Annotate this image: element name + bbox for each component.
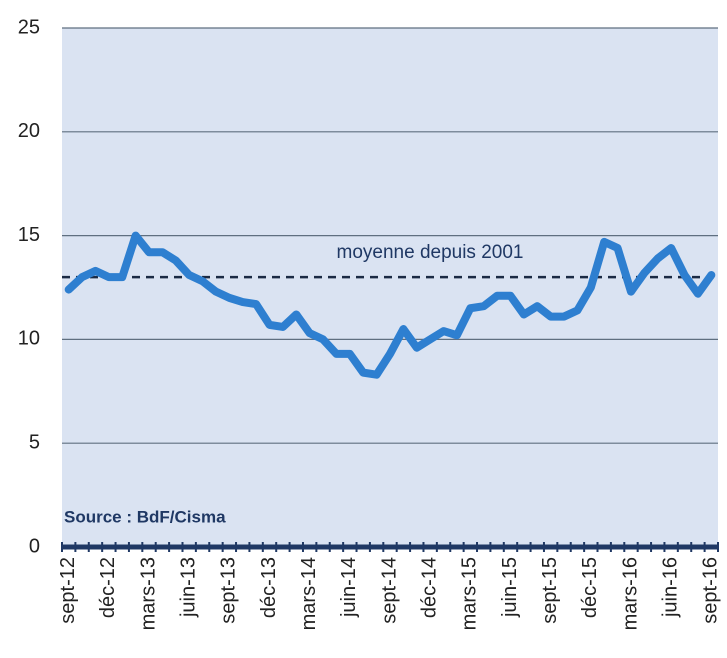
x-tick-label: mars-15 bbox=[459, 557, 481, 630]
y-tick-label: 25 bbox=[18, 16, 40, 38]
x-tick-label: déc-15 bbox=[579, 557, 601, 618]
y-tick-label: 5 bbox=[29, 431, 40, 453]
source-note: Source : BdF/Cisma bbox=[64, 507, 226, 526]
plot-area bbox=[62, 28, 718, 547]
x-tick-label: juin-15 bbox=[499, 557, 521, 618]
x-tick-label: déc-12 bbox=[97, 557, 119, 618]
x-tick-label: juin-13 bbox=[177, 557, 199, 618]
x-tick-label: mars-14 bbox=[298, 557, 320, 630]
x-tick-label: déc-13 bbox=[258, 557, 280, 618]
x-tick-label: sept-13 bbox=[218, 557, 240, 624]
x-tick-label: mars-13 bbox=[137, 557, 159, 630]
x-tick-label: sept-16 bbox=[700, 557, 722, 624]
x-tick-label: sept-12 bbox=[57, 557, 79, 624]
x-tick-label: juin-16 bbox=[659, 557, 681, 618]
x-tick-label: sept-14 bbox=[378, 557, 400, 624]
x-tick-label: mars-16 bbox=[619, 557, 641, 630]
x-tick-label: juin-14 bbox=[338, 557, 360, 618]
y-tick-label: 10 bbox=[18, 328, 40, 350]
x-tick-label: déc-14 bbox=[418, 557, 440, 618]
reference-label: moyenne depuis 2001 bbox=[337, 242, 524, 263]
data-line bbox=[64, 231, 716, 379]
y-tick-label: 0 bbox=[29, 535, 40, 557]
x-tick-label: sept-15 bbox=[539, 557, 561, 624]
y-tick-label: 20 bbox=[18, 120, 40, 142]
y-tick-label: 15 bbox=[18, 224, 40, 246]
